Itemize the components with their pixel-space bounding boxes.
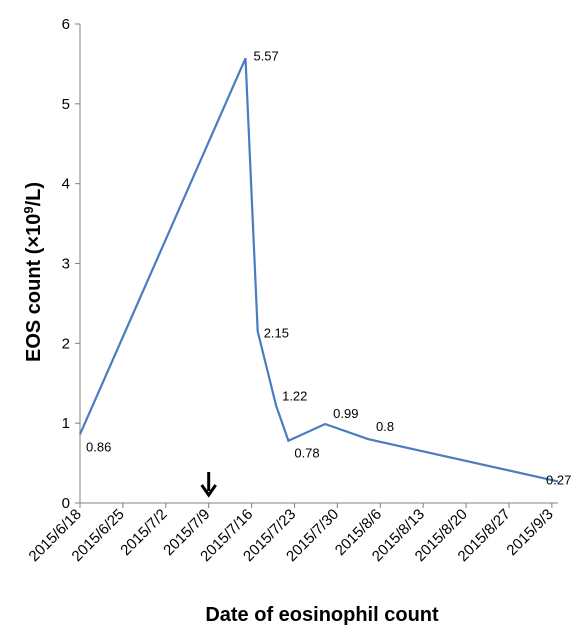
y-tick-label: 2 <box>62 335 70 352</box>
y-axis-title-main: EOS count (×10 <box>23 214 45 362</box>
y-tick-label: 3 <box>62 256 70 273</box>
data-labels: 0.86 5.57 2.15 1.22 0.78 0.99 0.8 0.27 <box>86 48 571 487</box>
y-tick-label: 5 <box>62 96 70 113</box>
data-label: 5.57 <box>253 48 278 63</box>
arrow-head <box>200 484 217 498</box>
y-tick-label: 1 <box>62 415 70 432</box>
x-tick-label: 2015/9/3 <box>503 506 556 559</box>
data-label: 0.27 <box>546 472 571 487</box>
y-axis-ticks: 0 1 2 3 4 5 6 <box>62 16 80 512</box>
data-label: 1.22 <box>282 389 307 404</box>
y-axis-title-end: /L) <box>23 182 45 206</box>
y-axis-title: EOS count (×109/L) <box>21 182 46 362</box>
data-label: 0.99 <box>333 406 358 421</box>
y-tick-label: 6 <box>62 16 70 33</box>
annotations <box>200 472 217 498</box>
data-label: 0.86 <box>86 439 111 454</box>
x-axis-title: Date of eosinophil count <box>205 604 439 626</box>
series-line <box>78 57 559 483</box>
y-axis-title-sup: 9 <box>21 206 36 213</box>
data-label: 2.15 <box>264 325 289 340</box>
data-label: 0.78 <box>294 446 319 461</box>
y-tick-label: 4 <box>62 176 70 193</box>
x-axis-ticks: 2015/6/182015/6/252015/7/22015/7/92015/7… <box>26 503 557 565</box>
x-tick-label: 2015/7/2 <box>117 506 170 559</box>
y-tick-label: 0 <box>62 495 70 512</box>
data-label: 0.8 <box>376 419 394 434</box>
